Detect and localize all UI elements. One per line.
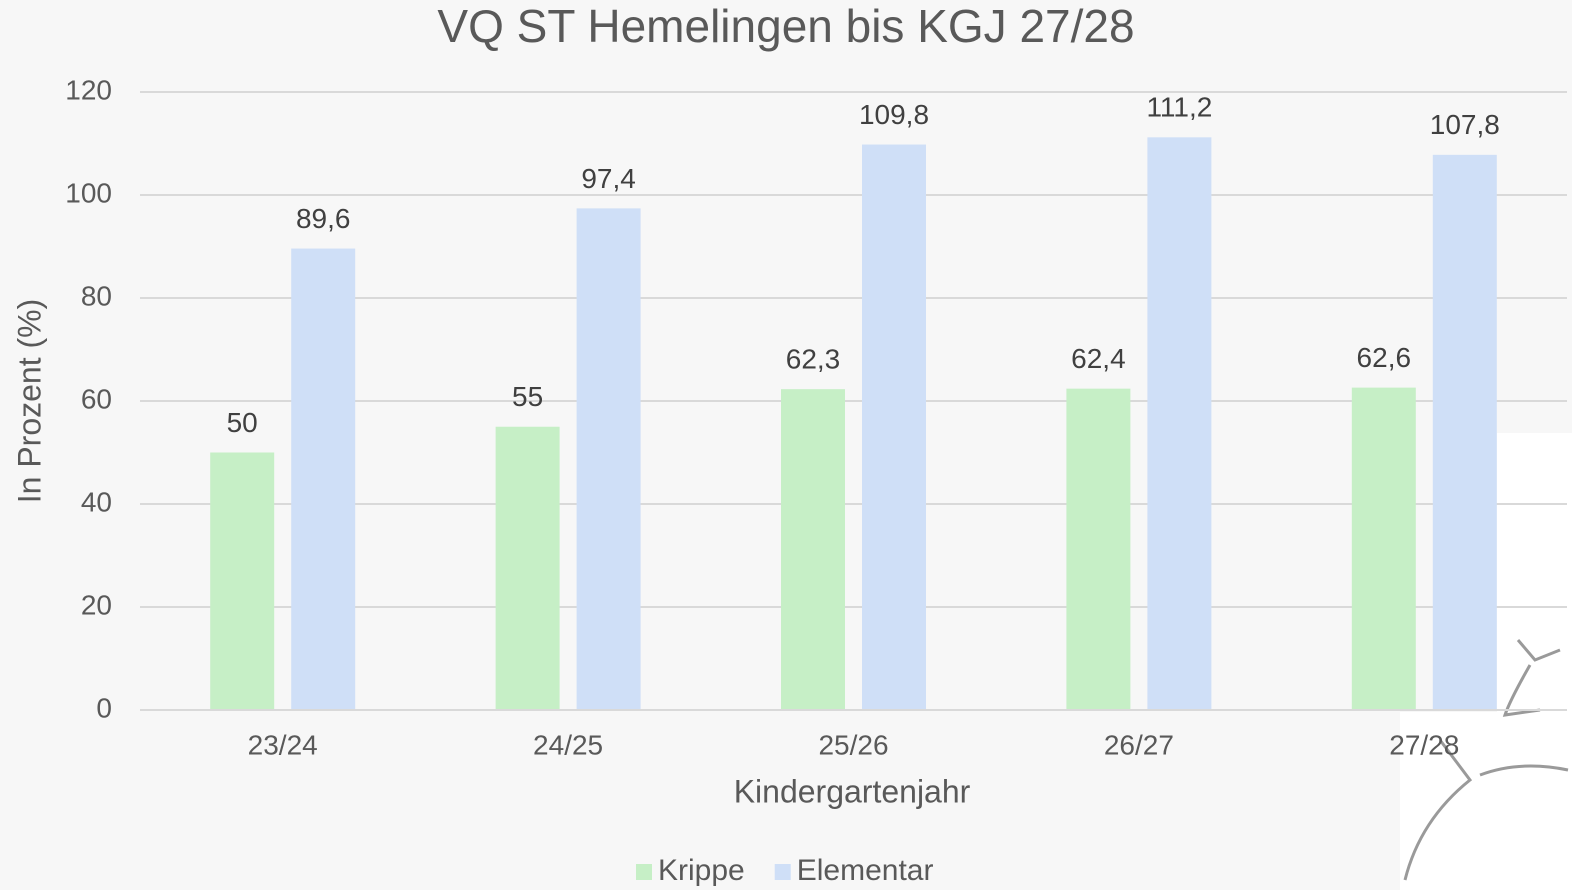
- bar: [1432, 154, 1497, 710]
- bar: [1066, 388, 1131, 710]
- bar: [210, 452, 275, 710]
- bar: [495, 426, 560, 710]
- x-tick-label: 23/24: [248, 729, 318, 760]
- x-tick-label: 24/25: [533, 729, 603, 760]
- watermark: [1403, 639, 1569, 881]
- legend-label: Krippe: [658, 854, 745, 887]
- x-tick-label: 25/26: [818, 729, 888, 760]
- y-tick-label: 40: [81, 486, 112, 517]
- bar: [291, 248, 356, 710]
- y-tick-label: 100: [65, 177, 112, 208]
- bar: [862, 144, 926, 710]
- x-tick-label: 26/27: [1104, 729, 1174, 760]
- legend-label: Elementar: [797, 854, 934, 887]
- value-label: 89,6: [296, 203, 351, 234]
- bar: [1147, 137, 1212, 710]
- x-axis-title: Kindergartenjahr: [734, 773, 971, 809]
- value-label: 109,8: [859, 99, 929, 130]
- value-label: 97,4: [581, 163, 636, 194]
- y-tick-label: 60: [81, 383, 112, 414]
- value-label: 50: [227, 407, 258, 438]
- y-tick-label: 80: [81, 280, 112, 311]
- y-tick-label: 0: [96, 692, 112, 723]
- value-label: 62,6: [1357, 342, 1412, 373]
- legend-swatch: [636, 864, 652, 880]
- value-label: 62,4: [1071, 343, 1126, 374]
- legend-swatch: [774, 864, 791, 880]
- watermark-bg: [1400, 712, 1572, 890]
- value-label: 107,8: [1430, 109, 1500, 140]
- value-label: 55: [512, 381, 543, 412]
- value-label: 62,3: [786, 344, 841, 375]
- x-tick-label: 27/28: [1389, 729, 1459, 760]
- y-tick-label: 20: [81, 589, 112, 620]
- bar: [781, 389, 845, 710]
- y-axis-title: In Prozent (%): [11, 299, 47, 504]
- y-tick-label: 120: [65, 74, 112, 105]
- bar: [1351, 387, 1416, 710]
- bar: [576, 208, 641, 710]
- chart-title: VQ ST Hemelingen bis KGJ 27/28: [437, 0, 1134, 52]
- value-label: 111,2: [1146, 92, 1212, 123]
